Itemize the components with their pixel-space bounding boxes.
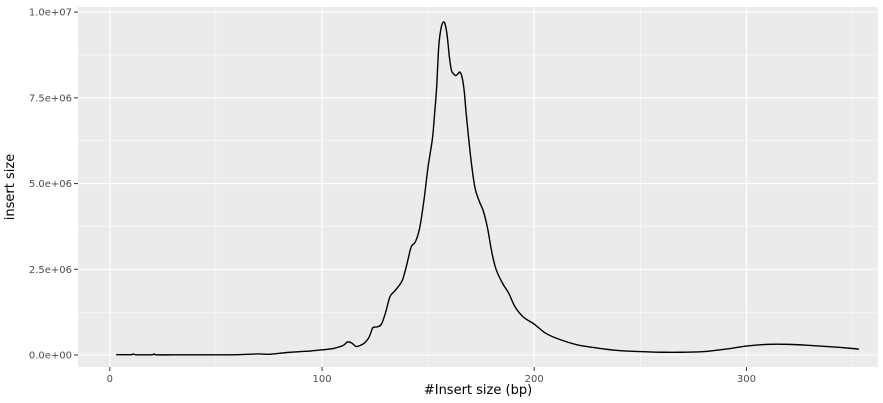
- plot-panel: [78, 7, 878, 367]
- y-axis-title: insert size: [3, 154, 18, 220]
- x-axis-title: #Insert size (bp): [424, 383, 532, 398]
- y-tick-label: 5.0e+06: [29, 179, 72, 190]
- minor-gridlines: [78, 7, 878, 367]
- y-tick-label: 0.0e+00: [29, 351, 72, 362]
- x-axis-ticks: 0 100 200 300: [107, 367, 756, 385]
- x-tick-label: 0: [107, 374, 113, 385]
- y-axis-ticks: 0.0e+00 2.5e+06 5.0e+06 7.5e+06 1.0e+07: [29, 8, 78, 362]
- x-tick-label: 100: [312, 374, 331, 385]
- x-tick-label: 300: [737, 374, 756, 385]
- y-tick-label: 1.0e+07: [29, 8, 72, 19]
- series-line: [116, 21, 859, 356]
- y-tick-label: 7.5e+06: [29, 93, 72, 104]
- y-tick-label: 2.5e+06: [29, 265, 72, 276]
- major-gridlines: [78, 7, 878, 367]
- x-tick-label: 200: [525, 374, 544, 385]
